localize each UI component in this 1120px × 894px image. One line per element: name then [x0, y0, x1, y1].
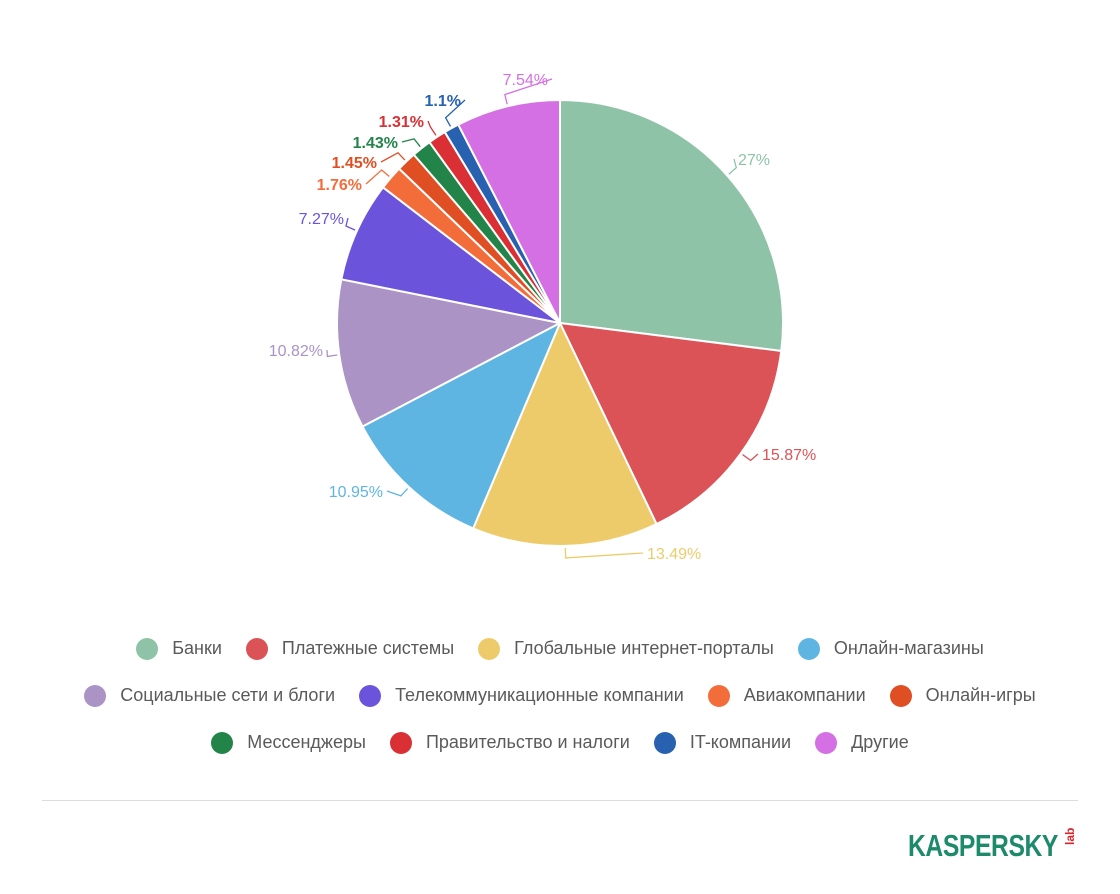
legend-row: Мессенджеры Правительство и налоги IT-комп…	[0, 719, 1120, 766]
pie-slice-онлайн-магазины	[361, 322, 561, 530]
leader-line-правительство-и-налоги	[427, 120, 437, 136]
legend-item-авиакомпании: Авиакомпании	[707, 684, 866, 707]
legend-swatch-icon	[653, 731, 676, 754]
legend-label: Правительство и налоги	[425, 732, 630, 752]
value-label-платежные-системы: 15.87%	[762, 447, 816, 464]
leader-line-авиакомпании	[365, 169, 390, 185]
pie-slice-банки	[559, 99, 784, 352]
leader-line-мессенджеры	[401, 138, 421, 148]
legend-label: Авиакомпании	[743, 685, 866, 705]
legend-item-онлайн-игры: Онлайн-игры	[889, 684, 1036, 707]
legend-swatch-icon	[797, 637, 820, 660]
legend-swatch-icon	[815, 731, 838, 754]
legend-label: Социальные сети и блоги	[120, 685, 336, 705]
legend-item-правительство-и-налоги: Правительство и налоги	[389, 731, 630, 754]
leader-line-платежные-системы	[742, 453, 759, 462]
legend-row: Социальные сети и блоги Телекоммуникацион…	[0, 672, 1120, 719]
legend-swatch-icon	[211, 731, 234, 754]
legend-item-онлайн-магазины: Онлайн-магазины	[797, 637, 984, 660]
legend-swatch-icon	[84, 684, 107, 707]
value-label-it-компании: 1.1%	[425, 93, 461, 110]
legend-label: Онлайн-игры	[925, 685, 1036, 705]
value-label-глобальные-интернет-порталы: 13.49%	[647, 546, 701, 563]
legend-item-глобальные-интернет-порталы: Глобальные интернет-порталы	[478, 637, 774, 660]
leader-line-телекоммуникационные-компании	[345, 217, 356, 231]
pie-slice-телекоммуникационные-компании	[340, 186, 561, 324]
legend: Банки Платежные системы Глобальные интерне…	[0, 625, 1120, 766]
legend-swatch-icon	[136, 637, 159, 660]
legend-label: IT-компании	[689, 732, 792, 752]
pie-slice-другие	[457, 99, 561, 324]
legend-item-социальные-сети-и-блоги: Социальные сети и блоги	[84, 684, 336, 707]
value-label-авиакомпании: 1.76%	[317, 177, 362, 194]
legend-label: Мессенджеры	[247, 732, 366, 752]
pie-slice-платежные-системы	[559, 322, 783, 526]
kaspersky-lab-logo: KASPERSKY lab	[908, 828, 1077, 863]
legend-swatch-icon	[889, 684, 912, 707]
leader-line-социальные-сети-и-блоги	[326, 349, 338, 358]
value-label-социальные-сети-и-блоги: 10.82%	[269, 343, 323, 360]
value-label-онлайн-игры: 1.45%	[332, 155, 377, 172]
legend-swatch-icon	[478, 637, 501, 660]
leader-line-онлайн-магазины	[386, 488, 409, 497]
value-label-мессенджеры: 1.43%	[353, 135, 398, 152]
leader-line-онлайн-игры	[380, 151, 406, 163]
leader-line-другие	[504, 78, 553, 105]
legend-label: Банки	[172, 638, 222, 658]
leader-line-it-компании	[444, 99, 466, 127]
svg-text:KASPERSKY: KASPERSKY	[908, 828, 1059, 863]
legend-item-платежные-системы: Платежные системы	[245, 637, 455, 660]
legend-label: Телекоммуникационные компании	[395, 685, 684, 705]
value-label-телекоммуникационные-компании: 7.27%	[299, 211, 344, 228]
label-leader-lines	[326, 78, 759, 559]
value-label-другие: 7.54%	[503, 72, 548, 89]
pie-slice-социальные-сети-и-блоги	[336, 278, 561, 428]
value-label-онлайн-магазины: 10.95%	[329, 484, 383, 501]
footer-divider	[42, 800, 1078, 801]
legend-item-телекоммуникационные-компании: Телекоммуникационные компании	[359, 684, 684, 707]
legend-label: Глобальные интернет-порталы	[514, 638, 774, 658]
legend-swatch-icon	[245, 637, 268, 660]
pie-chart: 27% 15.87% 13.49% 10.95% 10.82% 7.27% 1.76% 1.4…	[269, 72, 817, 563]
pie-slice-глобальные-интернет-порталы	[472, 322, 658, 547]
pie-slices	[336, 99, 784, 547]
legend-label: Другие	[851, 732, 909, 752]
legend-item-it-компании: IT-компании	[653, 731, 792, 754]
legend-label: Онлайн-магазины	[833, 638, 984, 658]
value-label-правительство-и-налоги: 1.31%	[379, 114, 424, 131]
legend-swatch-icon	[389, 731, 412, 754]
slice-value-labels: 27% 15.87% 13.49% 10.95% 10.82% 7.27% 1.76% 1.4…	[269, 72, 817, 563]
legend-swatch-icon	[707, 684, 730, 707]
legend-label: Платежные системы	[281, 638, 455, 658]
value-label-банки: 27%	[738, 152, 770, 169]
leader-line-глобальные-интернет-порталы	[564, 547, 644, 559]
legend-item-другие: Другие	[815, 731, 909, 754]
legend-item-банки: Банки	[136, 637, 222, 660]
legend-row: Банки Платежные системы Глобальные интерне…	[0, 625, 1120, 672]
legend-item-мессенджеры: Мессенджеры	[211, 731, 366, 754]
legend-swatch-icon	[359, 684, 382, 707]
leader-line-банки	[728, 158, 738, 175]
svg-text:lab: lab	[1063, 828, 1077, 845]
